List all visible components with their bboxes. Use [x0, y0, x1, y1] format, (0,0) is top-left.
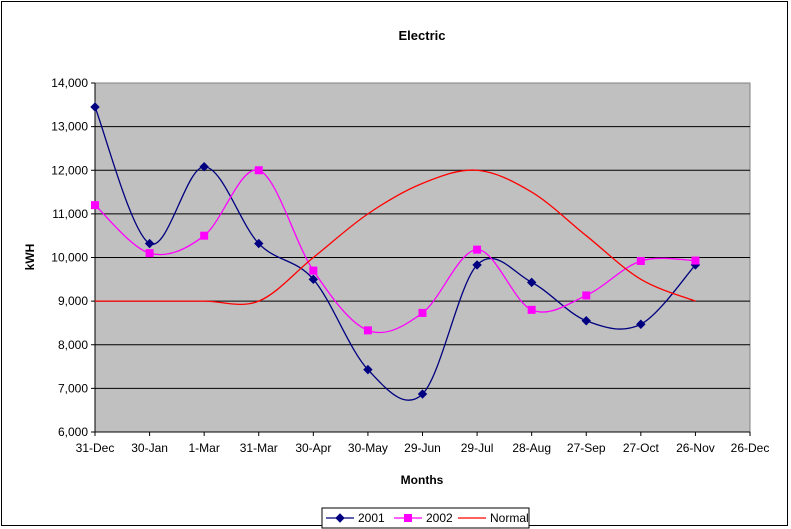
- data-point: [254, 166, 263, 175]
- y-tick-label: 12,000: [51, 163, 88, 177]
- x-tick-label: 26-Dec: [731, 441, 770, 455]
- data-point: [90, 102, 100, 112]
- series-line: [94, 169, 696, 305]
- data-point: [309, 266, 318, 275]
- x-tick-label: 30-May: [348, 441, 388, 455]
- x-tick-label: 29-Jun: [404, 441, 441, 455]
- y-axis: 6,000 7,000 8,000 9,000 10,000 11,000 12,000 13…: [51, 76, 96, 439]
- legend-box: [321, 507, 530, 529]
- chart-title: Electric: [399, 28, 446, 43]
- data-point: [691, 256, 700, 265]
- data-point: [636, 319, 646, 329]
- x-tick-label: 27-Sep: [567, 441, 606, 455]
- x-axis: 31-Dec 30-Jan 1-Mar 31-Mar 30-Apr 30-May 29-Ju…: [76, 431, 770, 455]
- legend-marker: [335, 513, 345, 523]
- data-point: [308, 274, 319, 285]
- x-tick-label: 1-Mar: [188, 441, 219, 455]
- y-tick-label: 11,000: [52, 207, 88, 221]
- series-layer: [90, 102, 701, 401]
- x-tick-label: 31-Dec: [76, 441, 115, 455]
- y-tick-label: 7,000: [58, 381, 88, 395]
- data-point: [199, 162, 209, 172]
- x-tick-label: 28-Aug: [512, 441, 551, 455]
- data-point: [254, 238, 264, 249]
- x-tick-label: 27-Oct: [623, 441, 660, 455]
- legend-label: 2001: [358, 511, 385, 525]
- y-tick-label: 13,000: [51, 120, 88, 134]
- legend: 2001 2002 Normal: [321, 507, 530, 529]
- series-2001: [90, 102, 701, 401]
- y-tick-label: 6,000: [58, 425, 88, 439]
- data-point: [472, 260, 482, 270]
- data-point: [200, 231, 209, 240]
- legend-item-2002: 2002: [394, 511, 453, 525]
- data-point: [526, 277, 537, 288]
- legend-item-2001: 2001: [326, 511, 385, 525]
- data-point: [144, 238, 155, 249]
- series-normal: [94, 169, 696, 305]
- data-point: [581, 316, 591, 326]
- data-point: [363, 364, 373, 375]
- data-point: [145, 249, 154, 258]
- y-tick-label: 8,000: [58, 338, 88, 352]
- x-tick-label: 31-Mar: [240, 441, 278, 455]
- x-tick-label: 26-Nov: [676, 441, 715, 455]
- x-axis-label: Months: [401, 473, 444, 487]
- data-point: [363, 326, 372, 335]
- legend-item-normal: Normal: [458, 511, 529, 525]
- series-2002: [91, 166, 700, 335]
- y-axis-label: kWH: [23, 244, 37, 271]
- y-tick-label: 10,000: [51, 251, 88, 265]
- data-point: [582, 291, 591, 300]
- legend-label: Normal: [490, 511, 529, 525]
- y-tick-label: 14,000: [51, 76, 88, 90]
- data-point: [473, 245, 482, 254]
- data-point: [418, 308, 427, 317]
- legend-label: 2002: [426, 511, 453, 525]
- x-tick-label: 29-Jul: [461, 441, 494, 455]
- legend-marker: [404, 514, 412, 522]
- x-tick-label: 30-Apr: [295, 441, 331, 455]
- data-point: [527, 305, 536, 314]
- data-point: [417, 389, 428, 399]
- data-point: [91, 201, 99, 210]
- y-tick-label: 9,000: [58, 294, 88, 308]
- x-tick-label: 30-Jan: [131, 441, 168, 455]
- data-point: [636, 256, 645, 265]
